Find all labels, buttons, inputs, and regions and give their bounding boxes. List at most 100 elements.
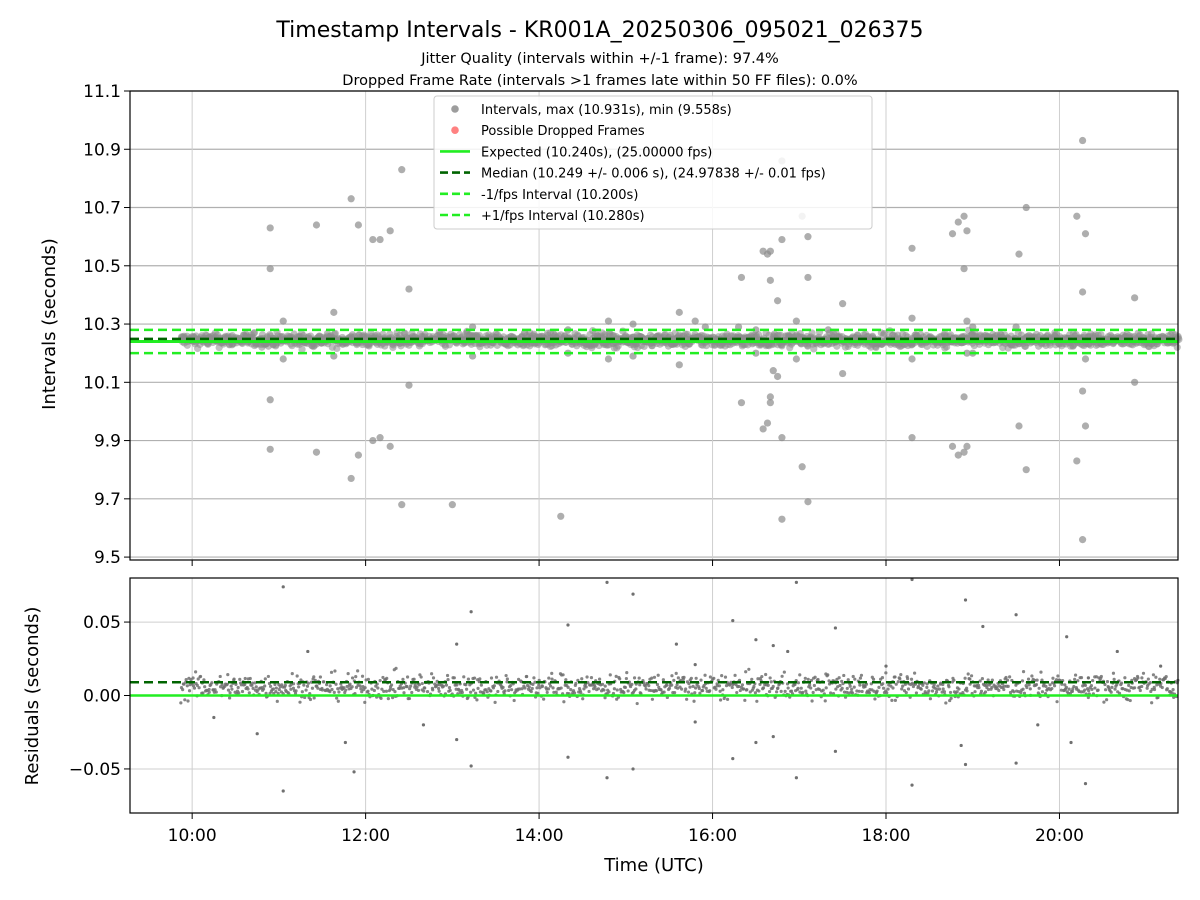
residual-point: [1089, 683, 1094, 688]
residual-point: [246, 687, 250, 691]
residual-point: [561, 673, 565, 677]
residual-point: [813, 675, 817, 679]
legend-entry: +1/fps Interval (10.280s): [440, 209, 645, 224]
legend-label: Median (10.249 +/- 0.006 s), (24.97838 +…: [481, 167, 826, 182]
interval-point: [1022, 203, 1030, 212]
residual-point: [415, 685, 419, 689]
interval-point: [778, 434, 786, 442]
residual-point: [687, 682, 691, 686]
residual-point: [457, 688, 461, 692]
residual-point: [961, 691, 965, 695]
interval-point: [448, 501, 456, 509]
residual-point: [1171, 688, 1175, 692]
residual-point: [963, 762, 968, 767]
residual-point: [914, 691, 919, 695]
residual-point: [741, 687, 746, 691]
residual-point: [1165, 687, 1169, 691]
residual-point: [990, 678, 994, 682]
residual-point: [776, 686, 780, 690]
legend-entry: Possible Dropped Frames: [451, 124, 645, 139]
residual-point: [919, 687, 923, 691]
interval-point: [752, 326, 760, 334]
residual-point: [185, 684, 189, 688]
residual-point: [527, 685, 531, 689]
residual-point: [747, 667, 751, 671]
residual-point: [1096, 688, 1100, 692]
interval-point: [954, 218, 962, 226]
intervals-y-tick-label: 11.1: [83, 82, 121, 102]
residual-point: [1136, 676, 1140, 680]
intervals-y-tick-label: 10.1: [83, 373, 121, 393]
residual-point: [253, 681, 257, 685]
residual-point: [957, 687, 961, 691]
residual-point: [444, 683, 449, 687]
residual-point: [1091, 678, 1095, 683]
residual-point: [546, 687, 551, 691]
intervals-y-tick-label: 9.9: [94, 432, 121, 452]
residual-point: [337, 690, 341, 694]
intervals-y-tick-label: 9.7: [94, 490, 121, 510]
residual-point: [554, 690, 558, 694]
residual-point: [650, 697, 655, 701]
residual-point: [220, 682, 224, 687]
residual-point: [689, 676, 693, 680]
residual-point: [731, 757, 735, 761]
residual-point: [586, 681, 590, 685]
legend-label: -1/fps Interval (10.200s): [481, 188, 638, 203]
residual-point: [941, 682, 945, 687]
residual-point: [860, 689, 864, 694]
residual-point: [823, 699, 827, 703]
residual-point: [766, 683, 770, 687]
interval-point: [266, 396, 274, 404]
residual-point: [704, 686, 708, 690]
residual-point: [297, 685, 301, 689]
residual-point: [654, 689, 659, 693]
residual-point: [845, 686, 849, 691]
residual-point: [1073, 673, 1078, 677]
residual-point: [1105, 679, 1110, 684]
interval-point: [312, 221, 321, 229]
residual-point: [1083, 782, 1088, 786]
residual-point: [942, 690, 947, 694]
residual-point: [332, 690, 336, 694]
residual-point: [632, 676, 637, 680]
residual-point: [277, 687, 281, 692]
interval-point: [347, 474, 355, 483]
residual-point: [251, 686, 255, 690]
residual-point: [485, 690, 489, 694]
residual-point: [625, 671, 629, 675]
residual-point: [841, 682, 845, 686]
residual-point: [786, 686, 790, 690]
residual-point: [376, 686, 380, 690]
residual-point: [181, 687, 185, 692]
residual-point: [320, 688, 325, 692]
residual-point: [273, 682, 277, 687]
residual-point: [238, 677, 242, 682]
residual-point: [966, 672, 970, 676]
residual-point: [183, 698, 187, 702]
residual-point: [693, 663, 697, 667]
interval-point: [1073, 212, 1081, 220]
x-tick-label: 14:00: [515, 826, 564, 846]
residual-point: [801, 690, 805, 694]
residual-point: [363, 700, 367, 704]
interval-point: [369, 235, 377, 244]
interval-point: [766, 399, 774, 407]
residual-point: [674, 671, 678, 675]
interval-point: [266, 265, 274, 273]
residual-point: [644, 687, 648, 691]
residual-point: [1113, 687, 1117, 691]
residual-point: [281, 585, 285, 589]
residual-point: [382, 689, 386, 693]
interval-point: [279, 355, 287, 363]
interval-point: [824, 326, 832, 334]
residual-point: [848, 684, 852, 688]
residual-point: [1152, 687, 1157, 692]
residual-point: [333, 669, 337, 673]
residual-point: [1145, 686, 1149, 690]
residual-point: [1026, 677, 1031, 681]
residual-point: [435, 679, 439, 683]
residual-point: [271, 687, 276, 691]
interval-point: [369, 436, 377, 445]
residual-point: [335, 696, 339, 700]
